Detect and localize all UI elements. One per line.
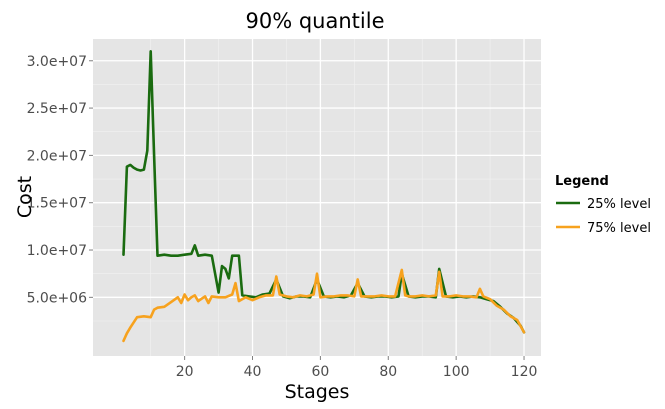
axis-ticks	[89, 60, 525, 360]
grid-minor	[93, 39, 541, 356]
x-tick-label: 40	[244, 364, 262, 380]
y-axis-title: Cost	[14, 176, 36, 218]
x-tick-label: 80	[379, 364, 397, 380]
y-tick-label: 5.0e+06	[27, 290, 88, 306]
series-line-75-level	[122, 268, 526, 343]
y-tick-label: 2.0e+07	[27, 148, 87, 164]
x-tick-label: 60	[311, 364, 329, 380]
x-tick-label: 120	[511, 364, 538, 380]
x-tick-label: 20	[176, 364, 194, 380]
y-tick-label: 1.5e+07	[27, 196, 87, 212]
y-tick-label: 2.5e+07	[27, 101, 87, 117]
x-axis-title: Stages	[285, 381, 350, 403]
legend-label-25-level: 25% level	[587, 197, 651, 212]
x-tick-label: 100	[443, 364, 470, 380]
y-tick-label: 1.0e+07	[27, 243, 87, 259]
legend-label-75-level: 75% level	[587, 221, 651, 236]
legend: Legend 25% level 75% level	[555, 174, 651, 236]
tick-labels: 20 40 60 80 100 120 5.0e+06 1.0e+07 1.5e+07 2.0e+…	[27, 54, 538, 380]
y-tick-label: 3.0e+07	[27, 54, 87, 70]
legend-title: Legend	[555, 174, 609, 189]
chart-title: 90% quantile	[246, 9, 385, 33]
series-layer	[122, 49, 526, 343]
